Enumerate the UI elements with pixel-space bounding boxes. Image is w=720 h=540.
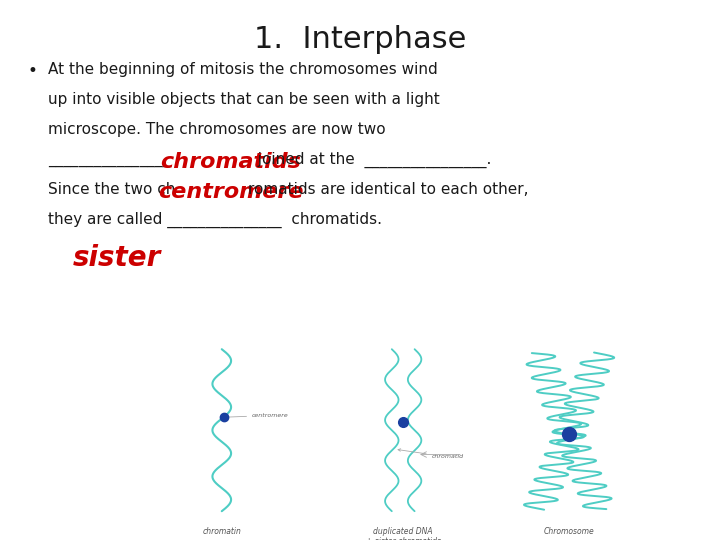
Text: up into visible objects that can be seen with a light: up into visible objects that can be seen… (48, 92, 440, 107)
Text: they are called _______________  chromatids.: they are called _______________ chromati… (48, 212, 382, 228)
Text: ________________: ________________ (48, 152, 170, 167)
Text: microscope. The chromosomes are now two: microscope. The chromosomes are now two (48, 122, 386, 137)
Text: duplicated DNA
+ sister chromatids: duplicated DNA + sister chromatids (366, 526, 441, 540)
Text: At the beginning of mitosis the chromosomes wind: At the beginning of mitosis the chromoso… (48, 62, 438, 77)
Text: chromatin: chromatin (202, 526, 241, 536)
Text: •: • (28, 62, 38, 80)
Text: 1.  Interphase: 1. Interphase (254, 25, 466, 54)
Text: chromatids: chromatids (160, 152, 301, 172)
Text: sister: sister (73, 244, 161, 272)
Text: centromere: centromere (226, 413, 289, 418)
Text: centromere: centromere (158, 182, 304, 202)
Text: romatids are identical to each other,: romatids are identical to each other, (248, 182, 528, 197)
Text: Since the two ch: Since the two ch (48, 182, 176, 197)
Text: chromatid: chromatid (398, 449, 464, 460)
Text: joined at the  ________________.: joined at the ________________. (248, 152, 491, 168)
Text: Chromosome: Chromosome (544, 526, 595, 536)
